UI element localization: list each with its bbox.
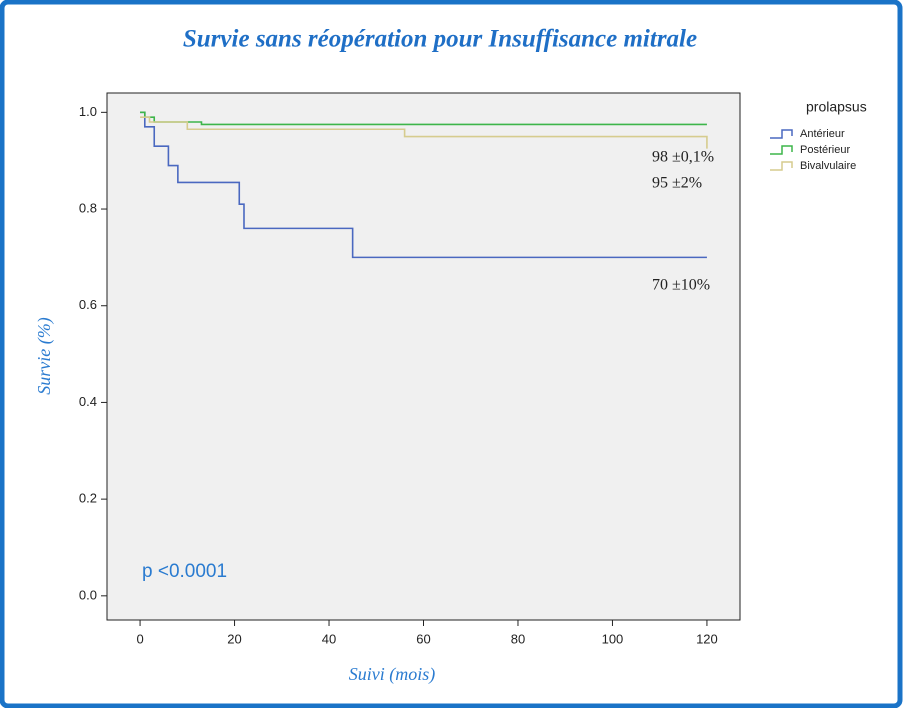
- y-tick-label: 0.8: [79, 200, 97, 215]
- legend-title: prolapsus: [806, 99, 867, 115]
- x-axis-label: Suivi (mois): [349, 664, 435, 685]
- annotation: 70 ±10%: [652, 277, 710, 294]
- y-tick-label: 0.0: [79, 587, 97, 602]
- legend-label: Antérieur: [800, 128, 845, 140]
- x-tick-label: 40: [322, 631, 336, 646]
- chart-title: Survie sans réopération pour Insuffisanc…: [183, 26, 697, 53]
- legend-label: Postérieur: [800, 144, 850, 156]
- survival-curve: [140, 111, 707, 126]
- x-tick-label: 80: [511, 631, 525, 646]
- annotation: p <0.0001: [142, 561, 227, 582]
- x-tick-label: 120: [696, 631, 718, 646]
- x-tick-label: 20: [227, 631, 241, 646]
- survival-curve: [140, 111, 707, 259]
- legend-swatch: [770, 161, 793, 171]
- y-tick-label: 0.4: [79, 394, 97, 409]
- annotation: 95 ±2%: [652, 175, 702, 192]
- survival-curve: [140, 116, 708, 149]
- x-tick-label: 0: [136, 631, 143, 646]
- legend-swatch: [770, 129, 793, 139]
- y-tick-label: 0.2: [79, 491, 97, 506]
- x-tick-label: 100: [602, 631, 624, 646]
- legend-swatch: [770, 145, 793, 155]
- plot-area: [106, 92, 741, 621]
- annotation: 98 ±0,1%: [652, 149, 714, 166]
- x-tick-label: 60: [416, 631, 430, 646]
- y-tick-label: 1.0: [79, 104, 97, 119]
- y-axis-label: Survie (%): [34, 317, 55, 394]
- legend-label: Bivalvulaire: [800, 160, 856, 172]
- y-tick-label: 0.6: [79, 297, 97, 312]
